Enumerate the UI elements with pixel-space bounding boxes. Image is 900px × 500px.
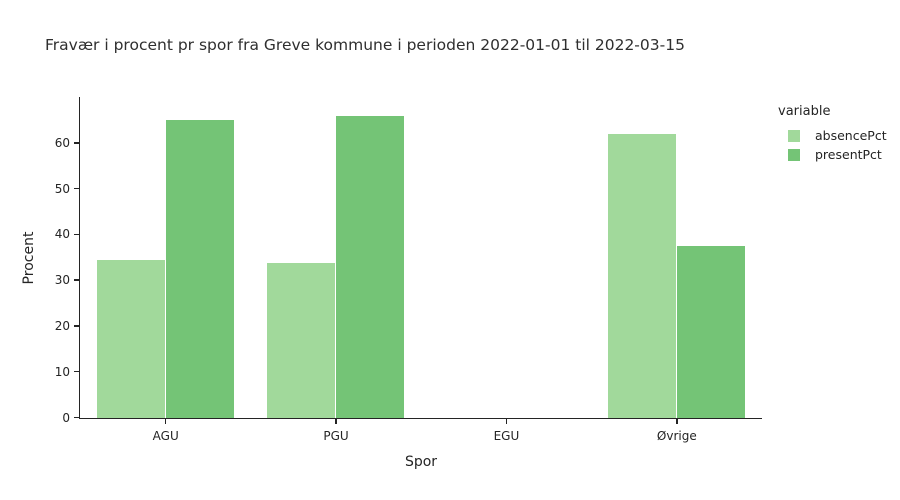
y-tick-mark: [74, 233, 79, 236]
y-tick-label: 20: [54, 318, 70, 333]
y-tick-mark: [74, 416, 79, 419]
y-tick-label: 30: [54, 273, 70, 288]
legend-swatch-icon: [788, 148, 800, 161]
plot-area: [79, 97, 762, 419]
legend-item-presentPct[interactable]: presentPct: [778, 145, 887, 164]
bar-presentPct-AGU: [165, 119, 234, 418]
legend-items: absencePct presentPct: [778, 126, 887, 164]
x-tick-label: EGU: [493, 428, 520, 443]
bar-absencePct-PGU: [267, 262, 336, 418]
bar-absencePct-Øvrige: [607, 134, 676, 418]
y-tick-mark: [74, 325, 79, 327]
legend-item-label: presentPct: [815, 147, 882, 162]
legend-item-absencePct[interactable]: absencePct: [778, 126, 887, 145]
y-tick-mark: [74, 279, 79, 281]
legend-title: variable: [778, 104, 831, 119]
bar-presentPct-Øvrige: [676, 245, 745, 418]
x-tick-label: Øvrige: [656, 428, 697, 443]
y-tick-mark: [74, 370, 79, 373]
legend-swatch-icon: [788, 129, 800, 142]
bar-absencePct-AGU: [96, 260, 165, 418]
y-axis-title: Procent: [21, 231, 37, 285]
y-tick-label: 0: [62, 410, 70, 425]
y-tick-label: 60: [54, 135, 70, 150]
x-tick-mark: [676, 419, 678, 424]
x-axis-title: Spor: [404, 454, 438, 470]
x-tick-mark: [164, 419, 167, 424]
x-tick-label: PGU: [323, 428, 349, 443]
legend-item-label: absencePct: [815, 128, 887, 143]
y-tick-mark: [74, 142, 79, 144]
bar-presentPct-PGU: [336, 115, 405, 418]
x-tick-label: AGU: [152, 428, 179, 443]
legend: variable absencePct presentPct: [778, 104, 887, 164]
y-tick-mark: [74, 187, 79, 190]
x-tick-mark: [505, 419, 508, 424]
y-tick-label: 40: [54, 227, 70, 242]
y-tick-label: 10: [54, 364, 70, 379]
x-tick-mark: [335, 419, 337, 424]
chart-title: Fravær i procent pr spor fra Greve kommu…: [45, 36, 685, 54]
y-tick-label: 50: [54, 181, 70, 196]
